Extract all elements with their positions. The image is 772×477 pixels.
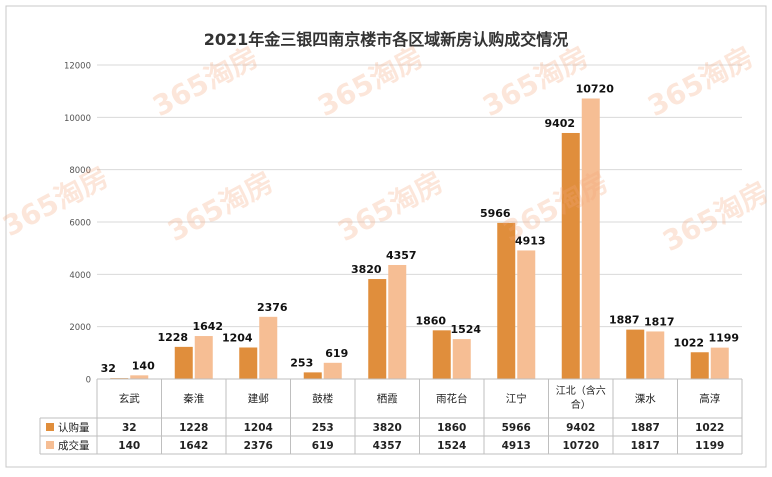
data-label: 1022 [673,336,704,349]
data-label: 2376 [257,301,288,314]
category-label: 鼓楼 [312,392,333,405]
category-label: 合） [571,398,591,411]
data-labels: 32 1228 1204 253 3820 1860 5966 9402 1887 1022 140… [101,82,739,375]
category-label: 秦淮 [183,392,204,405]
table-cell-value: 5966 [502,422,531,434]
table-cell-value: 1524 [437,440,466,452]
data-label: 5966 [480,207,511,220]
table-cell-value: 9402 [566,422,595,434]
bar-subscription-7 [561,132,580,379]
data-label: 1228 [157,331,188,344]
data-label: 10720 [576,82,615,95]
bars [110,98,729,379]
category-label: 高淳 [699,392,720,405]
table-cell-value: 32 [122,422,137,434]
legend-swatch [46,423,54,431]
table-cell-value: 1887 [631,422,660,434]
y-tick-label: 6000 [69,219,91,229]
data-label: 1524 [450,323,481,336]
table-cell-value: 1860 [437,422,466,434]
bar-subscription-1 [174,346,193,379]
bar-transaction-9 [710,347,729,379]
bar-transaction-2 [259,316,278,379]
y-tick-label: 12000 [64,62,91,72]
table-cell-value: 1642 [179,440,208,452]
bar-transaction-6 [517,250,536,379]
data-label: 1887 [609,314,640,327]
data-label: 32 [101,362,116,375]
category-label: 溧水 [635,392,656,405]
bar-transaction-3 [323,362,342,379]
data-label: 1199 [708,332,739,345]
bar-transaction-0 [130,375,149,379]
chart-border [5,5,767,468]
bar-subscription-6 [497,222,516,379]
bar-subscription-8 [626,329,645,379]
bar-subscription-9 [690,352,709,379]
table-cell-value: 1022 [695,422,724,434]
table-cell-value: 140 [118,440,140,452]
table-cell-value: 1228 [179,422,208,434]
table-cell-value: 3820 [373,422,402,434]
bar-subscription-5 [432,330,451,379]
data-label: 619 [325,347,348,360]
bar-transaction-1 [194,336,213,379]
category-label: 雨花台 [436,392,468,405]
bar-transaction-5 [452,339,471,379]
y-tick-label: 8000 [69,166,91,176]
bar-subscription-4 [368,279,387,379]
data-label: 9402 [544,117,575,130]
category-label: 建邺 [248,392,269,405]
category-label: 栖霞 [377,392,398,405]
data-label: 3820 [351,263,382,276]
category-label: 江宁 [506,392,527,405]
data-label: 140 [132,359,155,372]
table-cell-value: 1199 [695,440,724,452]
category-label: 玄武 [119,392,140,405]
bar-transaction-8 [646,331,665,379]
table-cell-value: 1204 [244,422,273,434]
y-tick-label: 2000 [69,323,91,333]
data-label: 4913 [515,234,546,247]
data-label: 1204 [222,331,253,344]
table-cell-value: 619 [312,440,334,452]
legend-swatch [46,441,54,449]
table-cell-value: 253 [312,422,334,434]
table-cell-value: 2376 [244,440,273,452]
data-label: 1860 [415,314,446,327]
data-label: 4357 [386,249,417,262]
data-label: 253 [290,356,313,369]
table-cell-value: 4357 [373,440,402,452]
table-cell-value: 4913 [502,440,531,452]
bar-transaction-4 [388,264,407,379]
legend-label: 成交量 [58,439,90,452]
data-label: 1817 [644,315,675,328]
y-tick-label: 10000 [64,114,91,124]
bar-transaction-7 [581,98,600,379]
y-axis-tick-labels: 0 2000 4000 6000 8000 10000 12000 [64,62,91,386]
y-tick-label: 0 [86,376,91,386]
table-cell-value: 10720 [562,440,599,452]
data-label: 1642 [192,320,223,333]
table-cell-value: 1817 [631,440,660,452]
bar-subscription-2 [239,347,258,379]
category-label: 江北（含六 [556,384,606,397]
y-tick-label: 4000 [69,271,91,281]
bar-subscription-3 [303,372,322,379]
chart-title: 2021年金三银四南京楼市各区域新房认购成交情况 [204,30,569,49]
legend-label: 认购量 [58,421,90,434]
